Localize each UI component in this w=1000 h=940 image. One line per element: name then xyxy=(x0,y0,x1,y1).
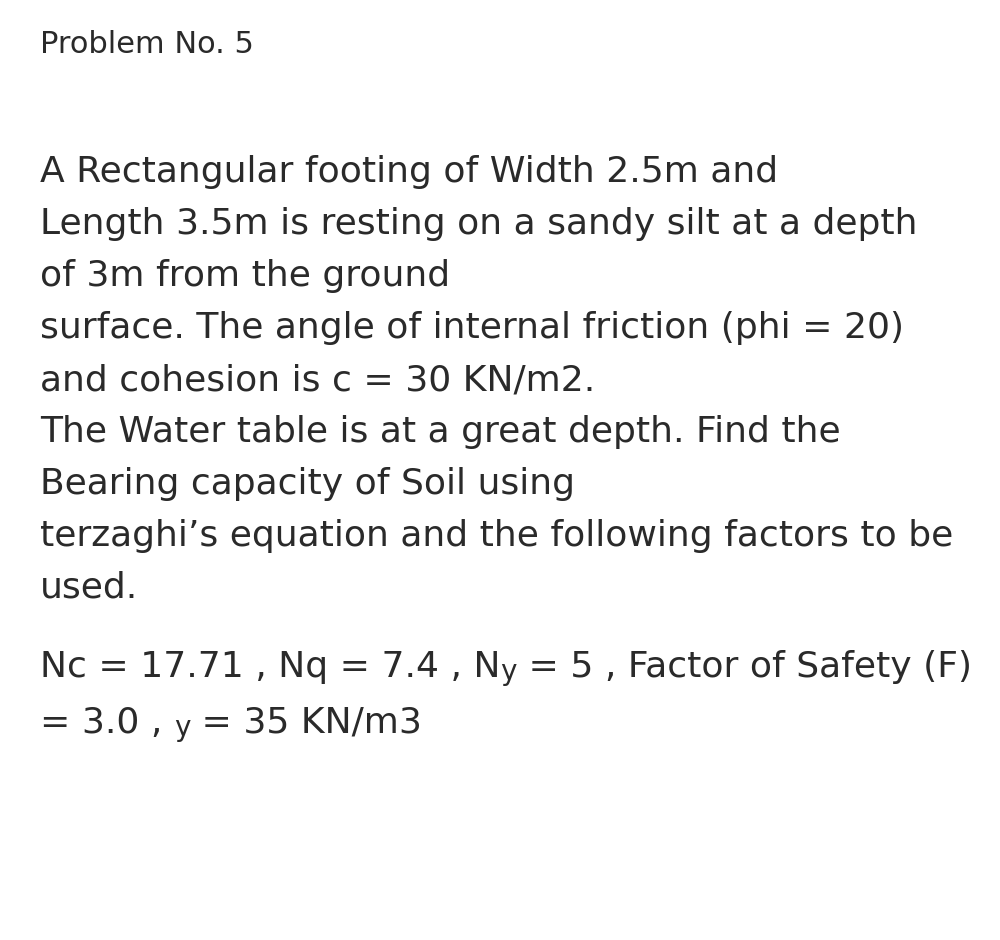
Text: and cohesion is c = 30 KN/m2.: and cohesion is c = 30 KN/m2. xyxy=(40,363,595,397)
Text: Nc = 17.71 , Nq = 7.4 , N: Nc = 17.71 , Nq = 7.4 , N xyxy=(40,650,501,684)
Text: of 3m from the ground: of 3m from the ground xyxy=(40,259,450,293)
Text: = 5 , Factor of Safety (F): = 5 , Factor of Safety (F) xyxy=(517,650,972,684)
Text: used.: used. xyxy=(40,571,138,605)
Text: y: y xyxy=(501,658,517,686)
Text: = 35 KN/m3: = 35 KN/m3 xyxy=(190,706,422,740)
Text: Length 3.5m is resting on a sandy silt at a depth: Length 3.5m is resting on a sandy silt a… xyxy=(40,207,918,241)
Text: A Rectangular footing of Width 2.5m and: A Rectangular footing of Width 2.5m and xyxy=(40,155,778,189)
Text: Bearing capacity of Soil using: Bearing capacity of Soil using xyxy=(40,467,575,501)
Text: Problem No. 5: Problem No. 5 xyxy=(40,30,254,59)
Text: y: y xyxy=(174,714,190,742)
Text: = 3.0 ,: = 3.0 , xyxy=(40,706,174,740)
Text: The Water table is at a great depth. Find the: The Water table is at a great depth. Fin… xyxy=(40,415,841,449)
Text: surface. The angle of internal friction (phi = 20): surface. The angle of internal friction … xyxy=(40,311,904,345)
Text: terzaghi’s equation and the following factors to be: terzaghi’s equation and the following fa… xyxy=(40,519,953,553)
